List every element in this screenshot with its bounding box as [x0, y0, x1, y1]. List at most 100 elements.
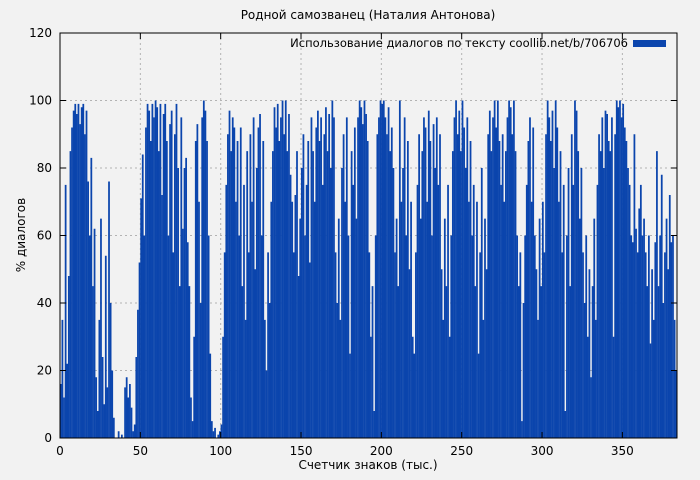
bar: [488, 110, 491, 439]
bar: [289, 174, 292, 438]
bar: [594, 319, 597, 439]
bar: [431, 235, 433, 438]
x-tick-label: 300: [531, 444, 554, 458]
bar: [349, 353, 351, 439]
bar: [308, 262, 311, 438]
legend-swatch: [633, 40, 666, 47]
bar: [129, 384, 131, 438]
bar: [325, 107, 327, 438]
bar: [66, 363, 69, 438]
bar: [423, 117, 425, 439]
bar: [617, 107, 620, 438]
bar: [607, 141, 610, 438]
bar: [384, 117, 387, 439]
bar: [582, 252, 584, 439]
bar: [262, 141, 265, 438]
bar: [418, 134, 420, 438]
bar: [235, 201, 237, 438]
bar: [443, 218, 446, 439]
bar: [386, 134, 388, 438]
bar: [532, 127, 535, 438]
bar: [238, 235, 241, 438]
bar: [398, 100, 401, 438]
bar: [522, 303, 525, 438]
bar: [543, 252, 546, 439]
bar: [151, 103, 154, 439]
bar: [631, 242, 634, 438]
bar: [639, 184, 642, 439]
bar: [185, 157, 188, 439]
bar: [320, 117, 322, 439]
bar: [503, 201, 506, 438]
bar: [175, 103, 178, 439]
bar: [260, 235, 263, 438]
bar: [590, 377, 592, 438]
bar: [280, 117, 282, 439]
bar: [566, 235, 568, 438]
bar: [673, 319, 676, 439]
bar: [268, 303, 271, 438]
bar: [341, 168, 343, 438]
bar: [435, 117, 438, 439]
bar: [263, 319, 266, 439]
bar: [382, 100, 385, 438]
legend-label: Использование диалогов по тексту coollib…: [290, 36, 628, 50]
bar: [559, 151, 562, 439]
bar: [182, 228, 184, 438]
bar: [233, 127, 236, 438]
bar: [292, 252, 295, 439]
bar: [643, 218, 645, 439]
bar: [448, 336, 451, 438]
bar: [358, 100, 361, 438]
bar: [339, 319, 342, 439]
bar: [442, 319, 445, 439]
bar: [334, 252, 337, 439]
bar: [210, 421, 213, 439]
bar: [509, 107, 512, 438]
bar: [165, 141, 168, 438]
bar: [615, 100, 618, 438]
bar: [378, 117, 380, 439]
bar: [623, 127, 626, 438]
bar: [437, 184, 440, 439]
bar: [403, 117, 406, 439]
bar: [402, 168, 404, 438]
bar: [395, 218, 398, 439]
bar: [460, 151, 462, 439]
x-axis-label: Счетчик знаков (тыс.): [298, 458, 437, 472]
x-tick-label: 150: [290, 444, 313, 458]
bar: [548, 117, 551, 439]
bar: [373, 411, 376, 438]
bar: [212, 431, 215, 438]
bar: [355, 218, 358, 439]
bar: [652, 319, 655, 439]
bar: [416, 184, 419, 439]
bar: [479, 252, 482, 439]
bar: [419, 218, 422, 439]
bar: [329, 168, 332, 438]
bar: [450, 235, 453, 438]
bar: [368, 252, 371, 439]
bar: [207, 235, 210, 438]
bar: [569, 286, 572, 439]
bar: [209, 353, 212, 439]
bar: [225, 184, 228, 439]
bar: [254, 269, 257, 438]
bar: [432, 124, 435, 439]
bar: [662, 303, 665, 438]
bar: [120, 434, 123, 439]
bar: [90, 157, 93, 439]
bar: [570, 134, 573, 438]
bar: [344, 201, 347, 438]
bar: [93, 228, 96, 438]
bar: [337, 218, 340, 439]
bar: [85, 110, 88, 439]
bar: [455, 100, 457, 438]
x-tick-label: 200: [370, 444, 393, 458]
bar: [228, 110, 231, 439]
bar: [553, 168, 555, 438]
bar: [92, 286, 94, 439]
bar: [660, 174, 663, 438]
bar: [67, 276, 70, 438]
bar: [554, 100, 557, 438]
